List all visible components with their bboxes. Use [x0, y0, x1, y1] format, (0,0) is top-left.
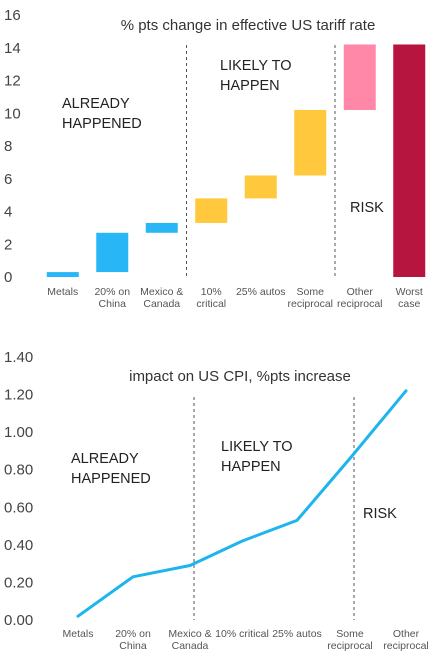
x-tick-label: 10% critical — [215, 628, 269, 640]
x-tick-label-line: reciprocal — [327, 640, 373, 652]
x-tick-label-line: 20% on — [94, 286, 130, 298]
region-label: RISK — [350, 200, 384, 216]
region-label-line: HAPPEN — [221, 459, 281, 475]
x-tick-label-line: Worst — [396, 286, 423, 298]
chart-title: % pts change in effective US tariff rate — [121, 17, 376, 34]
y-tick-label: 1.20 — [4, 387, 33, 404]
x-tick-label-line: Other — [393, 628, 420, 640]
region-label-line: RISK — [350, 200, 384, 216]
bar — [96, 232, 129, 273]
region-label-line: ALREADY — [71, 451, 139, 467]
x-tick-label: Other reciprocal — [337, 286, 383, 310]
x-tick-label-line: Canada — [172, 640, 209, 652]
region-label: LIKELY TO HAPPEN — [221, 439, 292, 475]
x-tick-label-line: Some — [297, 286, 325, 298]
region-label: RISK — [363, 506, 397, 522]
bar — [46, 272, 79, 277]
x-tick-label-line: reciprocal — [383, 640, 429, 652]
y-tick-label: 1.00 — [4, 424, 33, 441]
region-label-line: RISK — [363, 506, 397, 522]
bar — [393, 44, 426, 277]
x-tick-label: Some reciprocal — [327, 628, 373, 652]
x-tick-label: 20% on China — [115, 628, 151, 652]
y-tick-label: 14 — [4, 40, 21, 57]
x-tick-label-line: Canada — [143, 298, 180, 310]
x-tick-label-line: Mexico & — [140, 286, 183, 298]
x-tick-label: Mexico & Canada — [140, 286, 183, 310]
region-label-line: HAPPENED — [71, 471, 151, 487]
y-tick-label: 16 — [4, 7, 21, 24]
x-tick-label-line: case — [398, 298, 420, 310]
bar — [294, 109, 327, 176]
x-tick-label-line: 25% autos — [272, 628, 322, 640]
x-tick-label-line: reciprocal — [287, 298, 333, 310]
x-tick-label: 10% critical — [196, 286, 226, 310]
x-tick-label-line: China — [99, 298, 127, 310]
y-tick-label: 12 — [4, 73, 21, 90]
y-tick-label: 1.40 — [4, 349, 33, 366]
y-tick-label: 0.40 — [4, 537, 33, 554]
x-tick-label-line: Other — [347, 286, 374, 298]
region-label: ALREADY HAPPENED — [62, 96, 142, 132]
x-tick-label: 25% autos — [272, 628, 322, 640]
bar — [244, 175, 277, 199]
y-tick-label: 0.20 — [4, 574, 33, 591]
x-tick-label-line: 20% on — [115, 628, 151, 640]
y-tick-label: 0.00 — [4, 612, 33, 629]
series-line — [76, 389, 408, 618]
x-tick-label: 25% autos — [236, 286, 286, 298]
x-tick-label: Some reciprocal — [287, 286, 333, 310]
y-tick-label: 4 — [4, 204, 12, 221]
cpi-impact-line-chart: impact on US CPI, %pts increase 0.00 0.20 0… — [4, 349, 429, 652]
tariff-waterfall-chart: % pts change in effective US tariff rate… — [4, 7, 426, 310]
x-tick-label: Other reciprocal — [383, 628, 429, 652]
y-tick-label: 0.60 — [4, 499, 33, 516]
region-label-line: HAPPEN — [220, 78, 280, 94]
x-tick-label: Mexico & Canada — [168, 628, 211, 652]
y-tick-label: 6 — [4, 171, 12, 188]
x-tick-label-line: 10% critical — [215, 628, 269, 640]
x-tick-label: Metals — [63, 628, 94, 640]
chart-title: impact on US CPI, %pts increase — [129, 368, 351, 385]
x-tick-label-line: 25% autos — [236, 286, 286, 298]
bar — [195, 198, 228, 223]
x-tick-label-line: Some — [336, 628, 364, 640]
x-tick-label-line: 10% — [201, 286, 222, 298]
region-label-line: LIKELY TO — [221, 439, 292, 455]
x-tick-label-line: Metals — [47, 286, 78, 298]
y-tick-label: 2 — [4, 236, 12, 253]
x-tick-label-line: Metals — [63, 628, 94, 640]
x-tick-label-line: critical — [196, 298, 226, 310]
x-tick-label-line: reciprocal — [337, 298, 383, 310]
y-tick-label: 10 — [4, 105, 21, 122]
region-label-line: LIKELY TO — [220, 58, 291, 74]
x-tick-label-line: Mexico & — [168, 628, 211, 640]
x-tick-label: Metals — [47, 286, 78, 298]
bar — [343, 44, 376, 110]
region-label-line: HAPPENED — [62, 116, 142, 132]
region-label: ALREADY HAPPENED — [71, 451, 151, 487]
x-tick-label-line: China — [119, 640, 147, 652]
bar — [145, 222, 178, 233]
region-label-line: ALREADY — [62, 96, 130, 112]
x-tick-label: 20% on China — [94, 286, 130, 310]
region-label: LIKELY TO HAPPEN — [220, 58, 291, 94]
x-tick-label: Worst case — [396, 286, 423, 310]
y-tick-label: 8 — [4, 138, 12, 155]
y-tick-label: 0 — [4, 269, 12, 286]
y-tick-label: 0.80 — [4, 462, 33, 479]
